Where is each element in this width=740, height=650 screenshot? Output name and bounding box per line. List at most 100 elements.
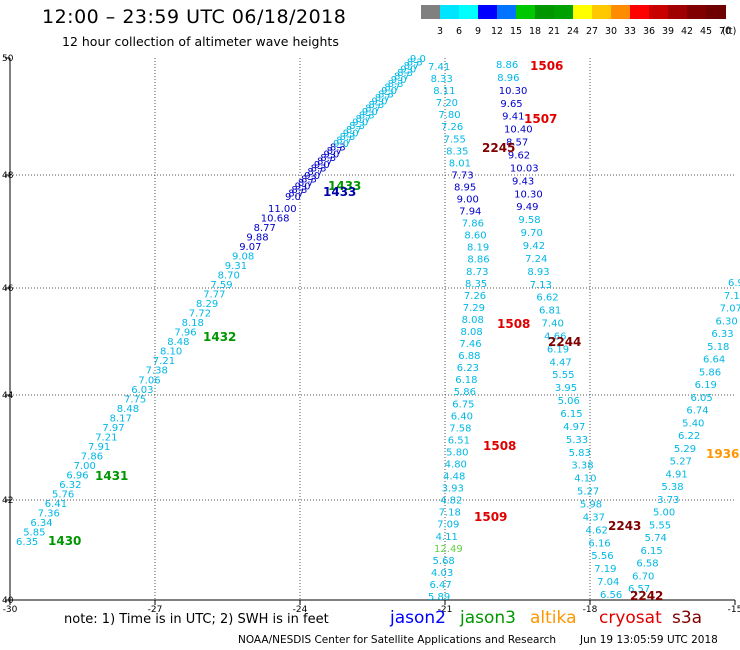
wave-height-label: 7.09: [437, 520, 459, 531]
wave-height-label: 6.41: [45, 499, 67, 510]
wave-height-label: 7.21: [95, 432, 117, 443]
x-tick-label: -18: [583, 605, 598, 615]
scale-label: 18: [528, 26, 542, 37]
track-layer: 6.355.856.347.366.415.766.326.967.007.86…: [16, 54, 740, 603]
time-label: 1433: [323, 185, 356, 199]
wave-height-label: 8.33: [431, 74, 453, 85]
y-tick-label: 46: [2, 284, 14, 294]
wave-height-label: 6.40: [451, 411, 473, 422]
scale-label: 39: [661, 26, 675, 37]
wave-height-label: 6.18: [455, 375, 477, 386]
wave-height-label: 12.49: [434, 544, 463, 555]
satellite-label: jason2: [390, 608, 446, 628]
wave-height-label: 3.95: [555, 383, 577, 394]
wave-height-label: 4.62: [586, 525, 608, 536]
wave-height-label: 8.73: [466, 267, 488, 278]
wave-height-label: 9.0: [295, 181, 311, 192]
wave-height-label: 10.03: [510, 163, 539, 174]
time-label: 2242: [630, 589, 663, 603]
axis-ticks: -30 -27 -24 -21 -18 -15 50 48 46 44 42 40: [2, 54, 740, 615]
wave-height-label: 4.80: [445, 460, 467, 471]
wave-height-label: 5.89: [428, 592, 450, 603]
wave-height-label: 8.11: [433, 86, 455, 97]
wave-height-label: 4.97: [563, 422, 585, 433]
wave-height-label: 6.70: [632, 571, 654, 582]
wave-height-label: 7.19: [594, 564, 616, 575]
wave-height-label: 4.66: [544, 331, 566, 342]
wave-height-label: 8.35: [446, 146, 468, 157]
wave-height-label: 4.48: [443, 472, 465, 483]
wave-height-label: 5.29: [674, 444, 696, 455]
x-tick-label: -30: [3, 605, 18, 615]
wave-height-label: 4.91: [666, 469, 688, 480]
wave-height-label: 6.34: [30, 518, 52, 529]
scale-label: 70: [718, 26, 732, 37]
wave-height-label: 9.65: [500, 99, 522, 110]
scale-label: 42: [680, 26, 694, 37]
wave-height-label: 6.19: [547, 344, 569, 355]
wave-height-label: 8.7: [356, 114, 372, 125]
wave-height-label: 5.86: [454, 387, 476, 398]
wave-height-label: 5.68: [433, 556, 455, 567]
wave-height-label: 9.49: [516, 202, 538, 213]
time-label: 1936: [706, 447, 739, 461]
scale-label: 24: [566, 26, 580, 37]
wave-height-label: 7.58: [449, 423, 471, 434]
wave-height-label: 5.18: [707, 342, 729, 353]
wave-height-label: 7.04: [597, 577, 619, 588]
wave-height-label: 9.0: [381, 86, 397, 97]
wave-height-label: 6.35: [16, 537, 38, 548]
wave-height-label: 6.64: [703, 355, 725, 366]
wave-height-label: 10.30: [499, 86, 528, 97]
wave-height-label: 8.7: [384, 82, 400, 93]
time-label: 1430: [48, 534, 81, 548]
wave-height-label: 9.62: [508, 150, 530, 161]
wave-height-label: 7.75: [124, 394, 146, 405]
wave-height-label: 8.57: [506, 138, 528, 149]
scale-label: 6: [455, 26, 463, 37]
scale-swatch: [440, 5, 460, 19]
wave-height-label: 7.40: [542, 319, 564, 330]
wave-height-label: 10.40: [504, 125, 533, 136]
y-tick-label: 40: [2, 596, 14, 606]
wave-height-label: 6.23: [457, 363, 479, 374]
x-tick-label: -15: [728, 605, 740, 615]
satellite-label: cryosat: [599, 608, 662, 628]
wave-height-label: 8.7: [317, 157, 333, 168]
wave-height-label: 8.86: [467, 255, 489, 266]
wave-height-label: 8.7: [375, 93, 391, 104]
wave-height-label: 8.3: [339, 132, 355, 143]
wave-height-label: 8.3: [349, 121, 365, 132]
scale-label: 12: [490, 26, 504, 37]
page-title: 12:00 – 23:59 UTC 06/18/2018: [42, 6, 347, 28]
wave-height-label: 5.27: [670, 457, 692, 468]
scale-swatch: [668, 5, 688, 19]
x-tick-label: -21: [438, 605, 453, 615]
wave-height-label: 7.38: [146, 366, 168, 377]
wave-height-label: 6.16: [588, 538, 610, 549]
wave-height-label: 9.08: [232, 252, 254, 263]
scale-label: 30: [604, 26, 618, 37]
wave-height-label: 6.15: [560, 409, 582, 420]
scale-label: 15: [509, 26, 523, 37]
time-label: 1507: [524, 112, 557, 126]
wave-height-label: 9.88: [246, 233, 268, 244]
scale-swatch: [573, 5, 593, 19]
wave-height-label: 9.43: [512, 176, 534, 187]
wave-height-label: 5.80: [446, 447, 468, 458]
wave-height-label: 7.18: [439, 508, 461, 519]
wave-height-label: 8.29: [196, 299, 218, 310]
wave-height-label: 8.3: [368, 100, 384, 111]
scale-label: 21: [547, 26, 561, 37]
wave-height-label: 9.58: [518, 215, 540, 226]
wave-height-label: 3.73: [657, 495, 679, 506]
map-frame: [9, 58, 735, 601]
wave-height-label: 6.58: [636, 559, 658, 570]
wave-height-label: 5.55: [552, 370, 574, 381]
wave-height-label: 3.38: [571, 461, 593, 472]
wave-height-label: 5.74: [645, 533, 667, 544]
wave-height-label: 6.88: [458, 351, 480, 362]
wave-height-label: 7.07: [720, 304, 740, 315]
wave-height-label: 9.0: [352, 118, 368, 129]
